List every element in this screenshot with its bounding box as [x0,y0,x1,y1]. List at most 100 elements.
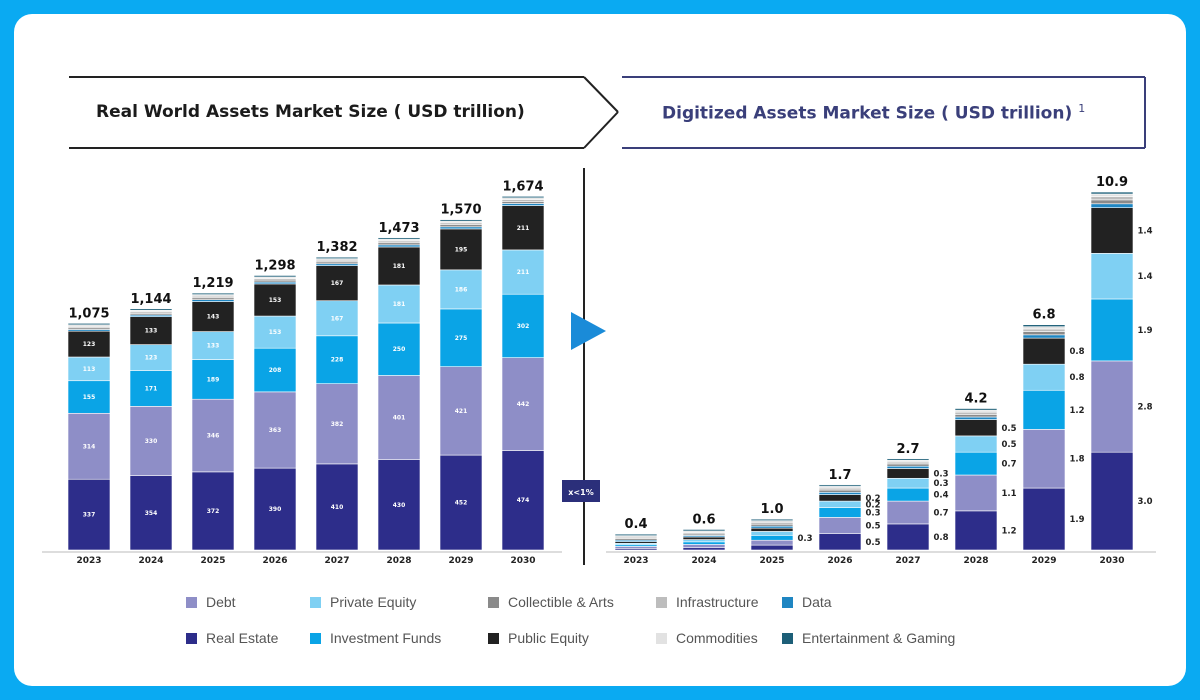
bar-total-label: 1,473 [378,221,419,236]
bar-segment-2026-collectible-arts [818,489,862,493]
segment-label: 430 [393,502,406,509]
legend-item-real-estate: Real Estate [186,630,310,646]
bar-segment-2024-private-equity [682,539,726,543]
segment-label: 452 [455,500,468,507]
bar-total-label: 1,144 [130,292,171,307]
bar-segment-2028-data [377,244,421,248]
bar-segment-2028-collectible-arts [377,242,421,246]
bar-segment-2027-entertainment-gaming [315,256,359,259]
bar-segment-2025-entertainment-gaming [191,292,235,295]
segment-label: 1.4 [1137,272,1152,282]
bar-segment-2029-data [1022,334,1066,339]
segment-label: 186 [455,286,468,293]
bar-segment-2029-debt [439,366,483,456]
bar-segment-2030-public-equity [1090,207,1134,254]
share-note-box: x<1% [562,480,600,502]
x-tick-label: 2024 [691,556,716,566]
bar-segment-2029-collectible-arts [1022,331,1066,336]
legend-item-investment-funds: Investment Funds [310,630,488,646]
legend-swatch [186,632,197,644]
bar-segment-2023-public-equity [67,330,111,358]
segment-label: 302 [517,323,530,330]
x-tick-label: 2029 [448,556,473,566]
bar-total-label: 1.0 [760,502,783,517]
bar-segment-2029-entertainment-gaming [439,219,483,222]
bar-segment-2030-entertainment-gaming [501,196,545,199]
bar-total-label: 1,298 [254,258,295,273]
chart-canvas: x<1% 3373141551131231,075202335433017112… [42,76,1156,566]
bar-segment-2025-entertainment-gaming [750,518,794,521]
segment-label: 0.2 [865,500,880,510]
bar-segment-2028-collectible-arts [954,414,998,418]
x-tick-label: 2025 [759,556,784,566]
segment-label: 382 [331,421,344,428]
x-tick-label: 2030 [510,556,535,566]
segment-label: 155 [83,394,96,401]
x-tick-label: 2027 [324,556,349,566]
segment-label: 228 [331,357,344,364]
legend-swatch [310,596,321,608]
x-tick-label: 2023 [623,556,648,566]
bar-segment-2028-entertainment-gaming [954,408,998,411]
x-tick-label: 2030 [1099,556,1124,566]
bar-segment-2026-entertainment-gaming [818,484,862,487]
bar-segment-2027-private-equity [886,477,930,489]
bar-segment-2028-debt [377,375,421,460]
bar-segment-2024-debt [129,406,173,476]
bar-segment-2025-private-equity [191,331,235,360]
legend-label: Infrastructure [676,594,759,610]
legend-label: Public Equity [508,630,589,646]
bar-segment-2028-entertainment-gaming [377,237,421,240]
segment-label: 1.1 [1001,489,1016,499]
segment-label: 0.7 [1001,460,1016,470]
bar-segment-2024-entertainment-gaming [682,529,726,532]
legend-label: Investment Funds [330,630,442,646]
bar-segment-2024-public-equity [682,536,726,540]
segment-label: 1.2 [1069,406,1084,416]
legend-label: Private Equity [330,594,417,610]
bar-segment-2026-private-equity [253,315,297,349]
segment-label: 3.0 [1137,497,1152,507]
segment-label: 211 [517,269,530,276]
header-left-arrow [69,76,619,149]
legend-label: Entertainment & Gaming [802,630,956,646]
bar-segment-2024-investment-funds [129,370,173,407]
legend-swatch [186,596,197,608]
bar-segment-2030-debt [1090,360,1134,453]
bar-segment-2029-investment-funds [439,308,483,367]
left-chart: 337 314 155 113 123 1,075 2023 354 330 171 123 133 1… [67,179,545,566]
bar-segment-2028-infrastructure [954,411,998,415]
bar-segment-2028-private-equity [377,284,421,324]
segment-label: 1.4 [1137,227,1152,237]
bar-segment-2027-data [886,465,930,469]
bar-total-label: 0.4 [624,517,647,532]
x-tick-label: 2024 [138,556,163,566]
bar-segment-2024-investment-funds [682,541,726,545]
bar-segment-2026-data [818,491,862,495]
x-tick-label: 2028 [386,556,411,566]
bar-segment-2030-data [1090,203,1134,208]
legend-label: Data [802,594,832,610]
segment-label: 171 [145,385,158,392]
left-chart-title: Real World Assets Market Size ( USD tril… [96,102,525,122]
segment-label: 133 [145,328,158,335]
segment-label: 153 [269,329,282,336]
bar-segment-2030-collectible-arts [501,201,545,204]
segment-label: 410 [331,504,344,511]
bar-segment-2027-collectible-arts [886,463,930,467]
segment-label: 337 [83,512,96,519]
bar-segment-2026-investment-funds [253,347,297,393]
segment-label: 1.2 [1001,526,1016,536]
segment-label: 2.8 [1137,403,1152,413]
bar-segment-2025-private-equity [750,531,794,536]
bar-segment-2029-real-estate [439,454,483,551]
bar-segment-2027-private-equity [315,300,359,337]
bar-segment-2024-real-estate [129,475,173,551]
segment-label: 153 [269,297,282,304]
bar-segment-2028-investment-funds [377,322,421,376]
legend-item-private-equity: Private Equity [310,594,488,610]
segment-label: 250 [393,346,406,353]
bar-segment-2030-infrastructure [1090,196,1134,201]
bar-segment-2030-private-equity [501,249,545,295]
legend-swatch [656,596,667,608]
